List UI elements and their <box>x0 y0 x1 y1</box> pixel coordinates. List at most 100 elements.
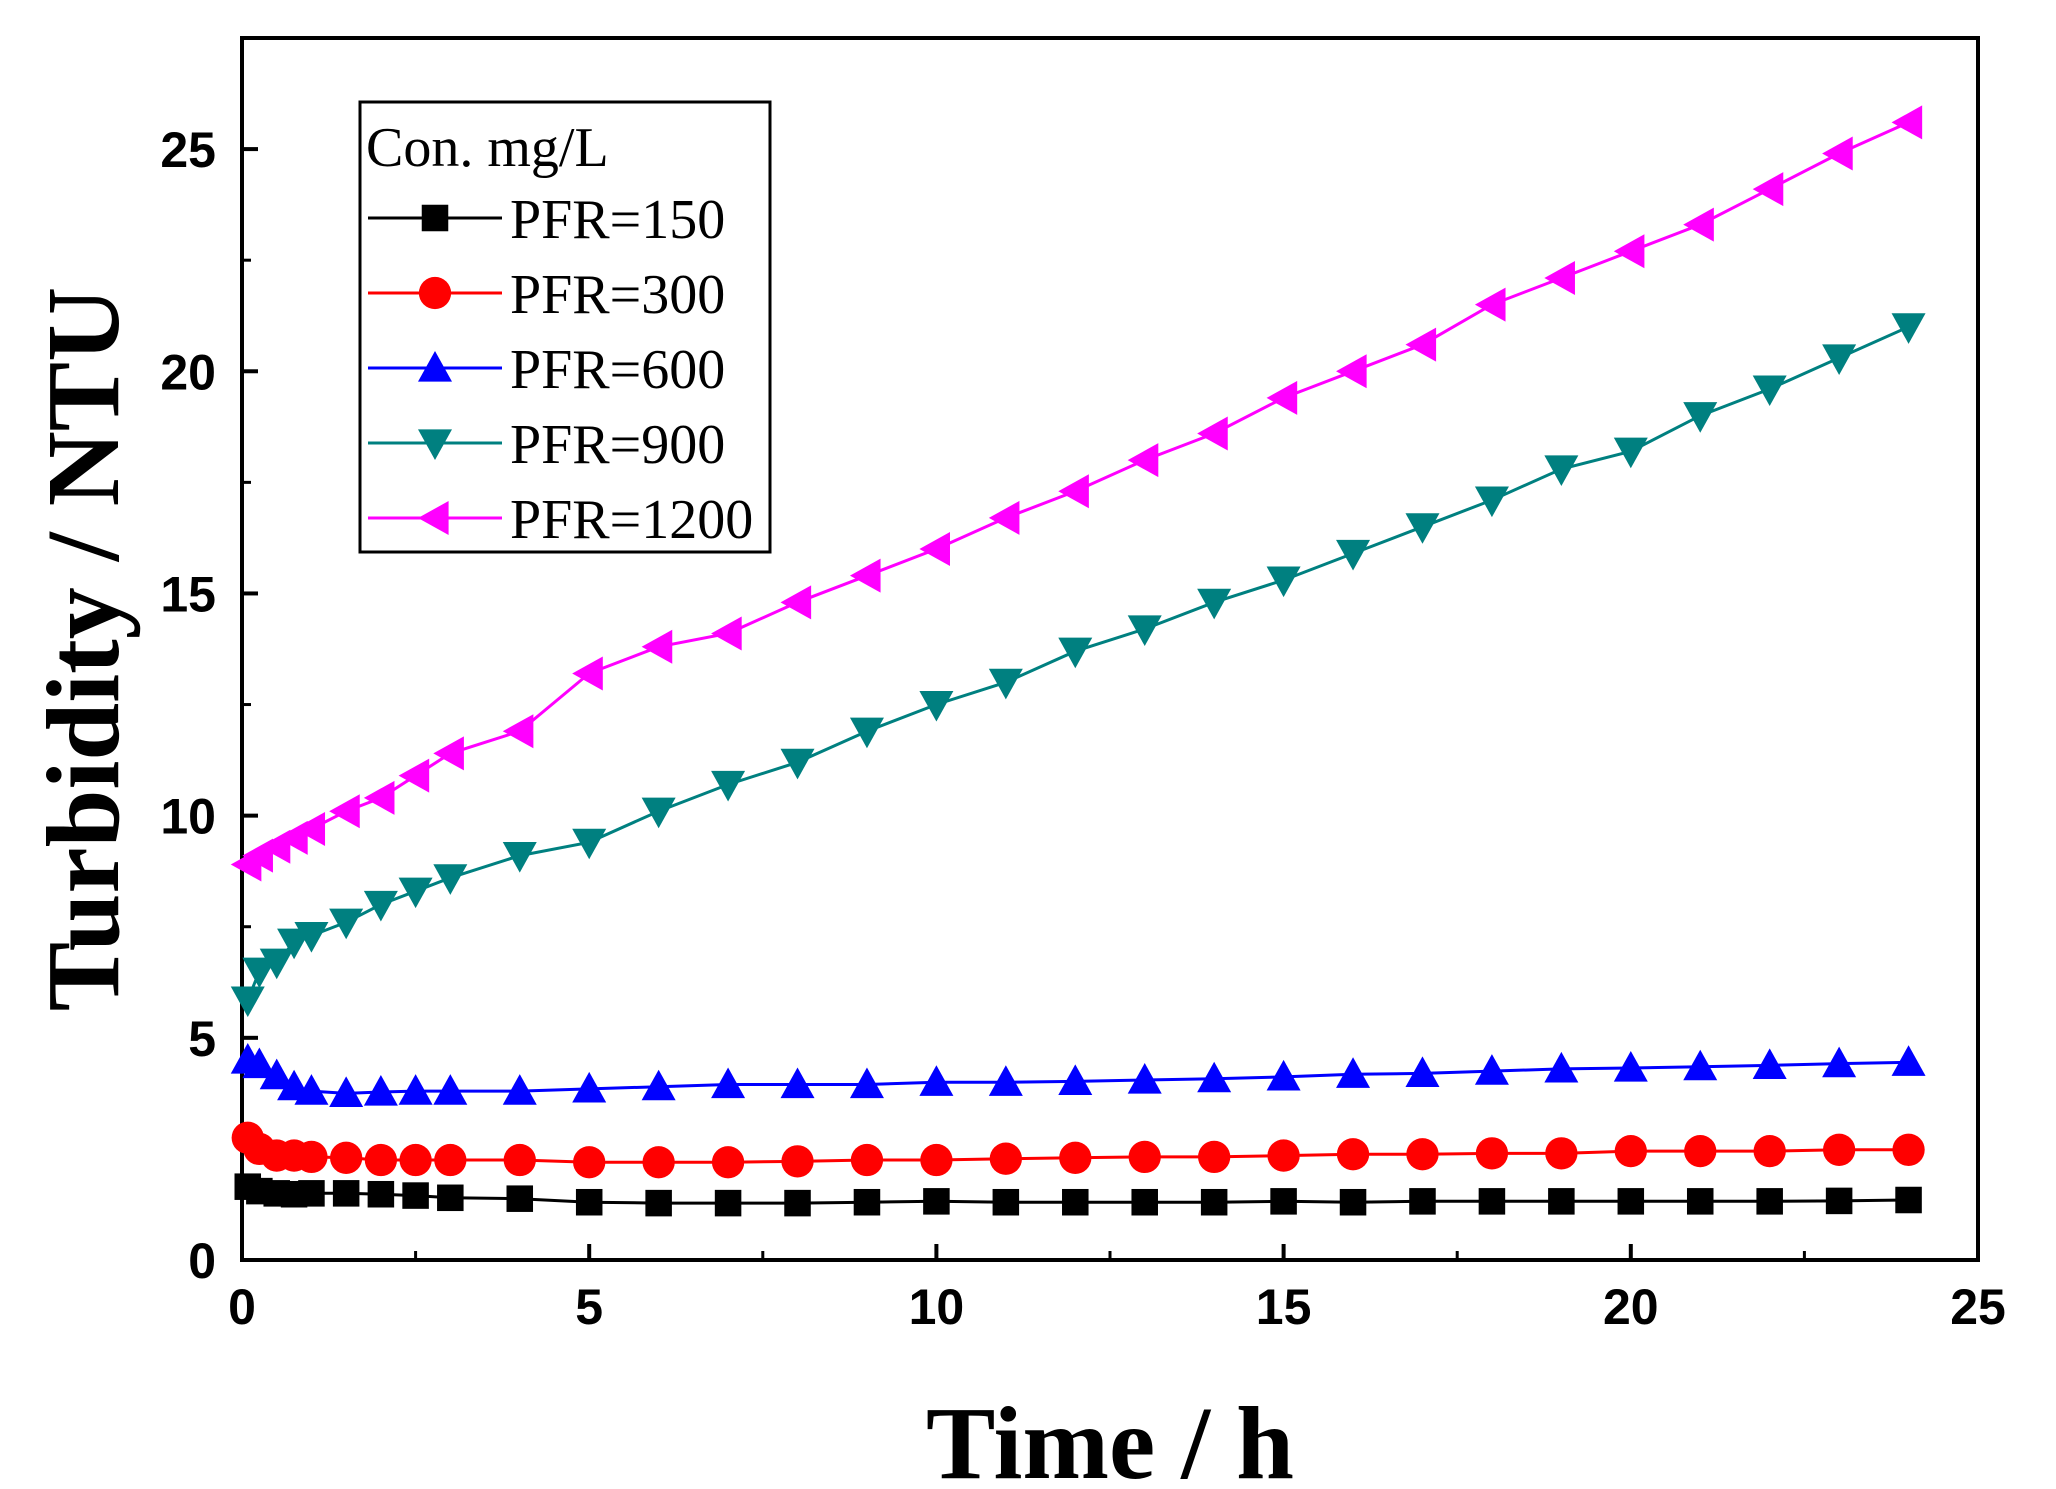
data-point <box>1062 1188 1089 1216</box>
data-point <box>242 957 277 989</box>
data-point <box>437 1184 464 1212</box>
data-point <box>1127 1063 1162 1094</box>
data-point <box>1752 172 1784 207</box>
data-point <box>298 1180 325 1207</box>
data-point <box>418 351 452 382</box>
data-point <box>784 1189 811 1217</box>
data-point <box>1891 313 1926 344</box>
data-point <box>1267 1139 1300 1172</box>
data-point <box>572 828 607 860</box>
data-point <box>1405 513 1440 544</box>
data-point <box>418 429 452 460</box>
data-point <box>1895 1186 1922 1214</box>
data-point <box>641 629 673 664</box>
data-point <box>849 717 884 749</box>
data-point <box>506 1185 534 1212</box>
data-point <box>781 1145 814 1178</box>
data-point <box>1683 207 1714 242</box>
data-point <box>1613 1051 1648 1082</box>
legend-box <box>358 100 772 554</box>
data-point <box>295 1140 328 1174</box>
legend-label: PFR=900 <box>510 414 725 476</box>
data-point <box>923 1188 950 1215</box>
data-point <box>919 690 954 722</box>
data-point <box>641 1069 676 1101</box>
series-PFR=150 <box>234 1173 1922 1217</box>
data-point <box>1127 615 1162 647</box>
data-point <box>988 668 1023 700</box>
data-point <box>1266 380 1298 415</box>
data-point <box>433 1074 468 1105</box>
data-point <box>1058 474 1089 509</box>
data-point <box>711 616 742 651</box>
legend-item: PFR=300 <box>368 264 725 326</box>
data-point <box>1266 566 1301 598</box>
data-point <box>1409 1188 1436 1215</box>
series-PFR=1200 <box>230 105 1923 882</box>
data-point <box>1613 234 1645 269</box>
data-point <box>434 1143 467 1177</box>
data-point <box>850 1143 884 1177</box>
data-point <box>1475 1137 1509 1170</box>
data-point <box>1336 354 1367 389</box>
x-tick-label: 25 <box>1950 1279 2006 1335</box>
data-point <box>294 811 326 846</box>
data-point <box>992 1188 1020 1216</box>
data-point <box>1752 375 1787 407</box>
data-point <box>418 501 449 535</box>
legend-label: PFR=150 <box>510 189 725 251</box>
data-point <box>641 797 676 829</box>
data-point <box>1270 1188 1297 1215</box>
data-point <box>502 842 537 873</box>
data-point <box>329 794 360 829</box>
y-tick-label: 0 <box>188 1233 216 1289</box>
data-point <box>294 1074 329 1105</box>
y-tick-label: 15 <box>160 566 216 622</box>
data-point <box>1197 1061 1232 1093</box>
data-point <box>1336 539 1371 571</box>
data-point <box>1405 1056 1440 1087</box>
data-point <box>1478 1188 1506 1215</box>
data-point <box>849 1067 884 1099</box>
data-point <box>294 922 329 953</box>
data-point <box>1822 136 1853 171</box>
data-point <box>642 1146 675 1179</box>
data-point <box>853 1188 881 1216</box>
data-point <box>1197 416 1228 451</box>
data-point <box>1617 1188 1645 1215</box>
data-point <box>1548 1188 1575 1215</box>
series-PFR=300 <box>231 1121 1925 1179</box>
data-point <box>575 1188 603 1216</box>
data-point <box>421 204 449 232</box>
data-point <box>988 1065 1023 1096</box>
data-point <box>1405 327 1437 362</box>
y-axis-title: Turbidity / NTU <box>26 287 141 1011</box>
legend-label: PFR=300 <box>510 264 725 326</box>
data-point <box>1545 1137 1578 1170</box>
data-point <box>1684 1134 1717 1168</box>
data-point <box>1128 1140 1161 1174</box>
data-point <box>398 758 430 793</box>
legend-label: PFR=600 <box>510 339 725 401</box>
data-point <box>1544 260 1575 295</box>
data-point <box>1822 1046 1857 1078</box>
data-point <box>363 780 395 815</box>
series-PFR=900 <box>230 313 1926 1018</box>
data-point <box>714 1189 742 1217</box>
data-point <box>433 736 464 771</box>
data-point <box>398 877 433 909</box>
data-point <box>402 1182 429 1209</box>
x-tick-label: 0 <box>228 1279 256 1335</box>
data-point <box>364 1143 398 1177</box>
data-point <box>259 1058 294 1090</box>
data-point <box>711 1067 746 1099</box>
data-point <box>919 532 950 567</box>
data-point <box>502 714 534 749</box>
legend-item: PFR=900 <box>368 414 725 476</box>
y-tick-label: 20 <box>160 344 216 400</box>
legend-label: PFR=1200 <box>510 489 753 551</box>
data-point <box>1825 1187 1853 1215</box>
data-point <box>1058 637 1093 669</box>
data-point <box>329 908 364 940</box>
